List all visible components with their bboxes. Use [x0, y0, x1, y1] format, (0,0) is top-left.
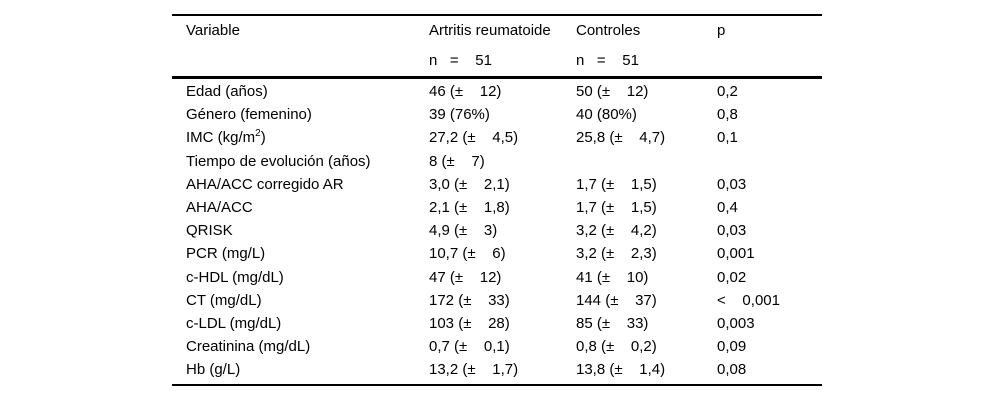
controles-value-cell: 144 (± 37) [576, 291, 657, 309]
table-row: Edad (años) 46 (± 12) 50 (± 12) 0,2 [172, 80, 822, 103]
variable-cell: Creatinina (mg/dL) [186, 338, 311, 356]
controles-value-cell: 41 (± 10) [576, 268, 649, 286]
variable-cell: c-LDL (mg/dL) [186, 314, 282, 332]
controles-sample-size: n = 51 [576, 52, 639, 69]
ar-value-cell: 8 (± 7) [429, 152, 485, 170]
table-row: AHA/ACC 2,1 (± 1,8) 1,7 (± 1,5) 0,4 [172, 196, 822, 219]
variable-cell: QRISK [186, 222, 233, 240]
ar-value-cell: 10,7 (± 6) [429, 245, 506, 263]
table-header-rule [172, 76, 822, 79]
p-value-cell: 0,4 [717, 198, 738, 216]
ar-value-cell: 27,2 (± 4,5) [429, 129, 519, 147]
p-value-cell: 0,03 [717, 222, 747, 240]
p-value-cell: 0,09 [717, 338, 747, 356]
table-row: Tiempo de evolución (años) 8 (± 7) [172, 150, 822, 173]
p-value-cell: 0,1 [717, 129, 738, 147]
variable-cell: IMC (kg/m2) [186, 126, 266, 149]
controles-value-cell: 0,8 (± 0,2) [576, 338, 657, 356]
controles-value-cell: 1,7 (± 1,5) [576, 175, 657, 193]
controles-value-cell: 85 (± 33) [576, 314, 649, 332]
variable-cell: Hb (g/L) [186, 361, 241, 379]
ar-value-cell: 4,9 (± 3) [429, 222, 498, 240]
column-header-artritis-reumatoide: Artritis reumatoide [429, 22, 551, 39]
table-row: PCR (mg/L) 10,7 (± 6) 3,2 (± 2,3) 0,001 [172, 242, 822, 265]
ar-value-cell: 39 (76%) [429, 106, 490, 124]
column-header-variable: Variable [186, 22, 240, 39]
table-bottom-rule [172, 384, 822, 386]
ar-value-cell: 172 (± 33) [429, 291, 510, 309]
variable-cell: AHA/ACC [186, 198, 253, 216]
table-row: IMC (kg/m2) 27,2 (± 4,5) 25,8 (± 4,7) 0,… [172, 126, 822, 149]
ar-value-cell: 103 (± 28) [429, 314, 510, 332]
column-header-p: p [717, 22, 726, 39]
controles-value-cell: 13,8 (± 1,4) [576, 361, 666, 379]
table-row: AHA/ACC corregido AR 3,0 (± 2,1) 1,7 (± … [172, 173, 822, 196]
variable-cell: AHA/ACC corregido AR [186, 175, 344, 193]
controles-value-cell: 3,2 (± 4,2) [576, 222, 657, 240]
table-row: CT (mg/dL) 172 (± 33) 144 (± 37) < 0,001 [172, 289, 822, 312]
ar-value-cell: 0,7 (± 0,1) [429, 338, 510, 356]
ar-value-cell: 47 (± 12) [429, 268, 502, 286]
variable-text: ) [260, 129, 266, 147]
p-value-cell: < 0,001 [717, 291, 780, 309]
p-value-cell: 0,8 [717, 106, 738, 124]
table-row: QRISK 4,9 (± 3) 3,2 (± 4,2) 0,03 [172, 219, 822, 242]
controles-value-cell: 3,2 (± 2,3) [576, 245, 657, 263]
controles-value-cell: 1,7 (± 1,5) [576, 198, 657, 216]
table-row: Género (femenino) 39 (76%) 40 (80%) 0,8 [172, 103, 822, 126]
ar-value-cell: 46 (± 12) [429, 83, 502, 100]
variable-cell: PCR (mg/L) [186, 245, 266, 263]
variable-cell: Tiempo de evolución (años) [186, 152, 371, 170]
table-row: c-LDL (mg/dL) 103 (± 28) 85 (± 33) 0,003 [172, 312, 822, 335]
variable-cell: c-HDL (mg/dL) [186, 268, 284, 286]
p-value-cell: 0,001 [717, 245, 755, 263]
p-value-cell: 0,03 [717, 175, 747, 193]
results-table: Variable Artritis reumatoide Controles p… [172, 0, 822, 400]
ar-value-cell: 13,2 (± 1,7) [429, 361, 519, 379]
column-header-controles: Controles [576, 22, 641, 39]
table-row: Creatinina (mg/dL) 0,7 (± 0,1) 0,8 (± 0,… [172, 335, 822, 358]
variable-cell: CT (mg/dL) [186, 291, 262, 309]
controles-value-cell: 50 (± 12) [576, 83, 649, 100]
table-body: Edad (años) 46 (± 12) 50 (± 12) 0,2 Géne… [172, 80, 822, 381]
controles-value-cell: 40 (80%) [576, 106, 637, 124]
table-row: c-HDL (mg/dL) 47 (± 12) 41 (± 10) 0,02 [172, 266, 822, 289]
superscript-2: 2 [255, 128, 261, 140]
p-value-cell: 0,02 [717, 268, 747, 286]
variable-text: IMC (kg/m [186, 129, 256, 147]
controles-value-cell: 25,8 (± 4,7) [576, 129, 666, 147]
variable-cell: Género (femenino) [186, 106, 312, 124]
p-value-cell: 0,08 [717, 361, 747, 379]
table-row: Hb (g/L) 13,2 (± 1,7) 13,8 (± 1,4) 0,08 [172, 358, 822, 381]
variable-cell: Edad (años) [186, 83, 268, 100]
p-value-cell: 0,2 [717, 83, 738, 100]
ar-value-cell: 3,0 (± 2,1) [429, 175, 510, 193]
ar-value-cell: 2,1 (± 1,8) [429, 198, 510, 216]
artritis-sample-size: n = 51 [429, 52, 492, 69]
p-value-cell: 0,003 [717, 314, 755, 332]
table-top-rule [172, 14, 822, 16]
